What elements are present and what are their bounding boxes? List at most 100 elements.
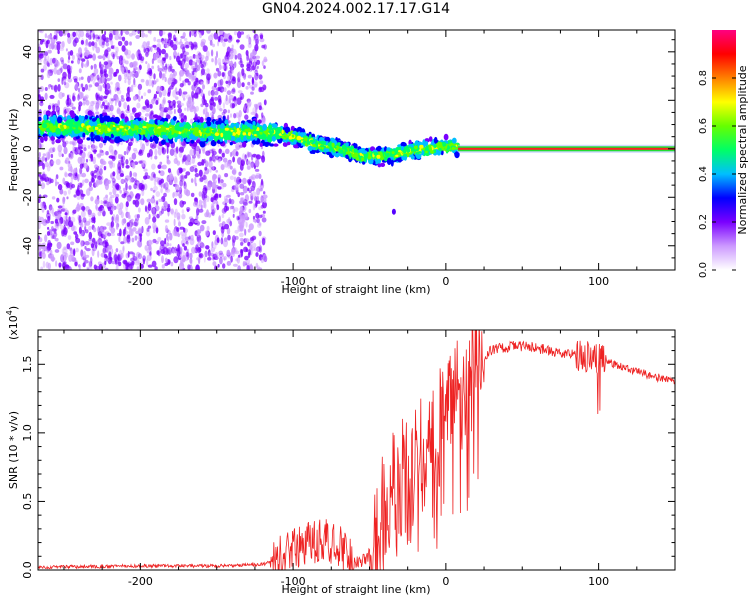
noise-speck bbox=[174, 184, 180, 191]
noise-speck bbox=[203, 255, 206, 263]
noise-speck bbox=[239, 232, 244, 238]
noise-speck bbox=[251, 86, 255, 91]
noise-speck bbox=[61, 208, 66, 212]
signal-blob bbox=[109, 139, 114, 143]
signal-core bbox=[402, 154, 407, 157]
noise-speck bbox=[105, 42, 110, 47]
noise-speck bbox=[198, 191, 202, 197]
y-tick-label: 0.5 bbox=[21, 493, 34, 511]
noise-speck bbox=[207, 249, 211, 257]
signal-core bbox=[162, 132, 168, 135]
noise-speck bbox=[80, 149, 84, 154]
noise-speck bbox=[72, 169, 76, 176]
noise-speck bbox=[140, 56, 145, 62]
noise-speck bbox=[99, 86, 103, 92]
noise-speck bbox=[233, 176, 237, 182]
noise-speck bbox=[56, 241, 62, 250]
noise-speck bbox=[174, 177, 178, 185]
noise-speck bbox=[245, 50, 249, 56]
noise-speck bbox=[179, 102, 185, 107]
noise-speck bbox=[132, 107, 136, 115]
noise-speck bbox=[196, 207, 200, 216]
spectrogram-x-axis-label: Height of straight line (km) bbox=[281, 283, 430, 296]
signal-core bbox=[198, 129, 201, 134]
noise-speck bbox=[237, 192, 240, 198]
noise-speck bbox=[219, 78, 224, 86]
noise-speck bbox=[59, 224, 64, 230]
noise-speck bbox=[135, 193, 141, 197]
noise-speck bbox=[184, 51, 190, 56]
noise-speck bbox=[57, 184, 63, 191]
noise-speck bbox=[248, 244, 253, 250]
noise-speck bbox=[68, 254, 73, 262]
noise-speck bbox=[246, 259, 251, 264]
noise-speck bbox=[153, 173, 156, 179]
noise-speck bbox=[52, 104, 56, 112]
noise-speck bbox=[237, 90, 243, 94]
noise-speck bbox=[97, 211, 102, 217]
noise-speck bbox=[134, 172, 137, 179]
signal-blob bbox=[40, 136, 44, 142]
noise-speck bbox=[176, 249, 181, 257]
signal-core bbox=[100, 129, 105, 132]
signal-blob bbox=[76, 130, 81, 134]
noise-speck bbox=[87, 209, 93, 218]
noise-speck bbox=[78, 68, 82, 74]
noise-speck bbox=[136, 214, 140, 219]
signal-core bbox=[353, 148, 358, 153]
noise-speck bbox=[172, 192, 175, 199]
noise-speck bbox=[183, 115, 187, 120]
noise-speck bbox=[139, 234, 142, 243]
noise-speck bbox=[231, 78, 236, 85]
noise-speck bbox=[182, 70, 186, 75]
noise-speck bbox=[126, 222, 130, 227]
noise-speck bbox=[81, 151, 86, 159]
noise-speck bbox=[88, 225, 92, 231]
noise-speck bbox=[109, 33, 113, 41]
noise-speck bbox=[207, 77, 210, 85]
noise-speck bbox=[132, 221, 138, 227]
signal-blob bbox=[87, 110, 93, 116]
noise-speck bbox=[82, 262, 86, 268]
noise-speck bbox=[88, 260, 92, 268]
noise-speck bbox=[59, 166, 64, 171]
signal-core bbox=[142, 129, 146, 132]
noise-speck bbox=[177, 215, 181, 222]
noise-speck bbox=[54, 249, 60, 253]
signal-blob bbox=[174, 137, 178, 143]
noise-speck bbox=[78, 226, 82, 234]
noise-speck bbox=[120, 156, 124, 162]
noise-speck bbox=[119, 202, 124, 210]
noise-speck bbox=[254, 196, 258, 202]
signal-blob bbox=[77, 138, 84, 145]
noise-speck bbox=[210, 49, 214, 57]
noise-speck bbox=[163, 107, 169, 113]
noise-speck bbox=[241, 153, 246, 162]
noise-speck bbox=[186, 154, 191, 163]
noise-speck bbox=[228, 94, 234, 100]
noise-speck bbox=[120, 211, 124, 219]
noise-speck bbox=[232, 87, 236, 93]
noise-speck bbox=[190, 234, 194, 241]
noise-speck bbox=[178, 246, 183, 255]
noise-speck bbox=[175, 146, 179, 154]
noise-speck bbox=[108, 144, 114, 153]
noise-speck bbox=[75, 237, 81, 244]
noise-speck bbox=[57, 144, 63, 153]
noise-speck bbox=[67, 163, 72, 169]
noise-speck bbox=[139, 149, 143, 155]
noise-speck bbox=[255, 154, 261, 160]
noise-speck bbox=[217, 79, 222, 88]
noise-speck bbox=[190, 258, 193, 267]
noise-speck bbox=[55, 260, 58, 267]
noise-speck bbox=[106, 47, 111, 52]
noise-speck bbox=[153, 36, 157, 42]
noise-speck bbox=[258, 222, 262, 226]
noise-speck bbox=[180, 231, 185, 236]
signal-blob bbox=[156, 115, 162, 120]
noise-speck bbox=[221, 65, 226, 70]
noise-speck bbox=[222, 41, 226, 47]
signal-blob bbox=[380, 162, 386, 167]
noise-speck bbox=[145, 79, 149, 87]
noise-speck bbox=[209, 166, 212, 173]
